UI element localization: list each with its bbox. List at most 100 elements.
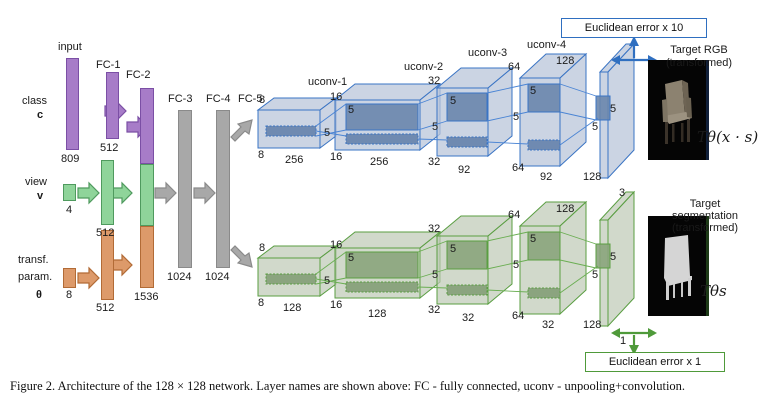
fc3-dim: 1024 bbox=[167, 271, 192, 283]
target-rgb-math: Tθ(x · s) bbox=[697, 128, 759, 146]
rgb-error-box: Euclidean error x 10 bbox=[561, 18, 707, 38]
rgb-block0-d: 256 bbox=[285, 154, 304, 166]
input-class-size: 809 bbox=[61, 153, 80, 165]
seg-block3-h: 64 bbox=[508, 209, 521, 221]
rgb-block2-w: 32 bbox=[428, 156, 441, 168]
seg-block4-k2: 5 bbox=[592, 269, 599, 281]
seg-block2-h: 32 bbox=[428, 223, 441, 235]
target-seg-subtitle: (transformed) bbox=[671, 222, 739, 234]
rgb-block4-d: 3 bbox=[619, 187, 626, 199]
diagram-vector-layer bbox=[77, 36, 657, 355]
target-segmentation-image bbox=[648, 216, 706, 316]
rgb-block2-k1: 5 bbox=[450, 95, 457, 107]
input-layer-bar bbox=[66, 58, 79, 150]
input-transf-symbol: θ bbox=[36, 289, 42, 301]
rgb-block3-d: 92 bbox=[540, 171, 553, 183]
seg-block2-k2: 5 bbox=[432, 269, 439, 281]
target-rgb-subtitle: (transformed) bbox=[665, 57, 733, 69]
target-rgb-image bbox=[648, 60, 706, 160]
seg-block2-d: 32 bbox=[462, 312, 475, 324]
seg-block1-h: 16 bbox=[330, 239, 343, 251]
fc2-dim: 1536 bbox=[134, 291, 159, 303]
seg-block1-k2: 5 bbox=[324, 275, 331, 287]
rgb-block1-h: 16 bbox=[330, 91, 343, 103]
seg-block1-w: 16 bbox=[330, 299, 343, 311]
fc3-label: FC-3 bbox=[168, 93, 193, 105]
rgb-block3-k1: 5 bbox=[530, 85, 537, 97]
seg-branch-boxes bbox=[256, 190, 636, 328]
input-transf-size: 8 bbox=[66, 289, 73, 301]
rgb-block3-k2: 5 bbox=[513, 111, 520, 123]
fc2-transf-segment bbox=[140, 226, 154, 288]
seg-block1-d: 128 bbox=[368, 308, 387, 320]
rgb-block1-d: 256 bbox=[370, 156, 389, 168]
rgb-block2-h: 32 bbox=[428, 75, 441, 87]
fc4-label: FC-4 bbox=[206, 93, 231, 105]
input-title-label: input bbox=[58, 41, 82, 53]
fc1-transf-dim: 512 bbox=[96, 302, 115, 314]
input-transf-bar bbox=[63, 268, 76, 288]
seg-block4-h: 128 bbox=[556, 203, 575, 215]
fc2-label: FC-2 bbox=[126, 69, 151, 81]
fc2-class-segment bbox=[140, 88, 154, 164]
seg-block2-w: 32 bbox=[428, 304, 441, 316]
fc3-bar bbox=[178, 110, 192, 268]
rgb-branch-boxes bbox=[256, 42, 636, 180]
fc1-class-dim: 512 bbox=[100, 142, 119, 154]
rgb-block1-k2: 5 bbox=[324, 127, 331, 139]
input-class-symbol: c bbox=[37, 109, 44, 121]
fc1-transf-bar bbox=[101, 230, 114, 300]
uconv1-label: uconv-1 bbox=[308, 76, 348, 88]
seg-block3-k2: 5 bbox=[513, 259, 520, 271]
seg-branch-connectors bbox=[315, 231, 599, 294]
input-view-bar bbox=[63, 184, 76, 201]
fc5-label: FC-5 bbox=[238, 93, 263, 105]
seg-error-arrows bbox=[611, 328, 657, 355]
input-transf-label: transf. bbox=[18, 254, 49, 266]
target-rgb-title: Target RGB bbox=[670, 44, 728, 56]
input-view-label: view bbox=[25, 176, 48, 188]
target-seg-title2: segmentation bbox=[671, 210, 739, 222]
rgb-block3-h: 64 bbox=[508, 61, 521, 73]
rgb-block0-w: 8 bbox=[258, 149, 265, 161]
seg-block3-k1: 5 bbox=[530, 233, 537, 245]
seg-error-box: Euclidean error x 1 bbox=[585, 352, 725, 372]
seg-block3-w: 64 bbox=[512, 310, 525, 322]
fc1-label: FC-1 bbox=[96, 59, 121, 71]
rgb-block0-h: 8 bbox=[259, 94, 266, 106]
input-transf-label2: param. bbox=[18, 271, 53, 283]
input-view-symbol: v bbox=[37, 190, 44, 202]
rgb-block4-w: 128 bbox=[583, 171, 602, 183]
seg-block0-w: 8 bbox=[258, 297, 265, 309]
fc1-view-bar bbox=[101, 160, 114, 225]
figure-caption: Figure 2. Architecture of the 128 × 128 … bbox=[10, 379, 686, 393]
rgb-block2-k2: 5 bbox=[432, 121, 439, 133]
input-class-label: class bbox=[22, 95, 48, 107]
fc2-view-segment bbox=[140, 164, 154, 226]
seg-block0-d: 128 bbox=[283, 302, 302, 314]
target-seg-title: Target bbox=[689, 198, 721, 210]
uconv4-label: uconv-4 bbox=[527, 39, 567, 51]
seg-block1-k1: 5 bbox=[348, 252, 355, 264]
rgb-block4-h: 128 bbox=[556, 55, 575, 67]
rgb-block3-w: 64 bbox=[512, 162, 525, 174]
seg-block4-k1: 5 bbox=[610, 251, 617, 263]
uconv2-label: uconv-2 bbox=[404, 61, 444, 73]
fc1-class-bar bbox=[106, 72, 119, 139]
uconv3-label: uconv-3 bbox=[468, 47, 508, 59]
rgb-block1-w: 16 bbox=[330, 151, 343, 163]
target-seg-math: Tθs bbox=[700, 282, 727, 300]
rgb-block4-k2: 5 bbox=[592, 121, 599, 133]
seg-block4-w: 128 bbox=[583, 319, 602, 331]
seg-block4-d: 1 bbox=[620, 335, 627, 347]
fc1-view-dim: 512 bbox=[96, 227, 115, 239]
rgb-block4-k1: 5 bbox=[610, 103, 617, 115]
fc4-bar bbox=[216, 110, 230, 268]
seg-block3-d: 32 bbox=[542, 319, 555, 331]
rgb-branch-connectors bbox=[315, 83, 599, 146]
architecture-figure: input class c 809 view v 4 transf. param… bbox=[18, 18, 759, 372]
input-view-size: 4 bbox=[66, 204, 73, 216]
fc2-bar bbox=[140, 88, 154, 288]
seg-block0-h: 8 bbox=[259, 242, 266, 254]
rgb-block1-k1: 5 bbox=[348, 104, 355, 116]
